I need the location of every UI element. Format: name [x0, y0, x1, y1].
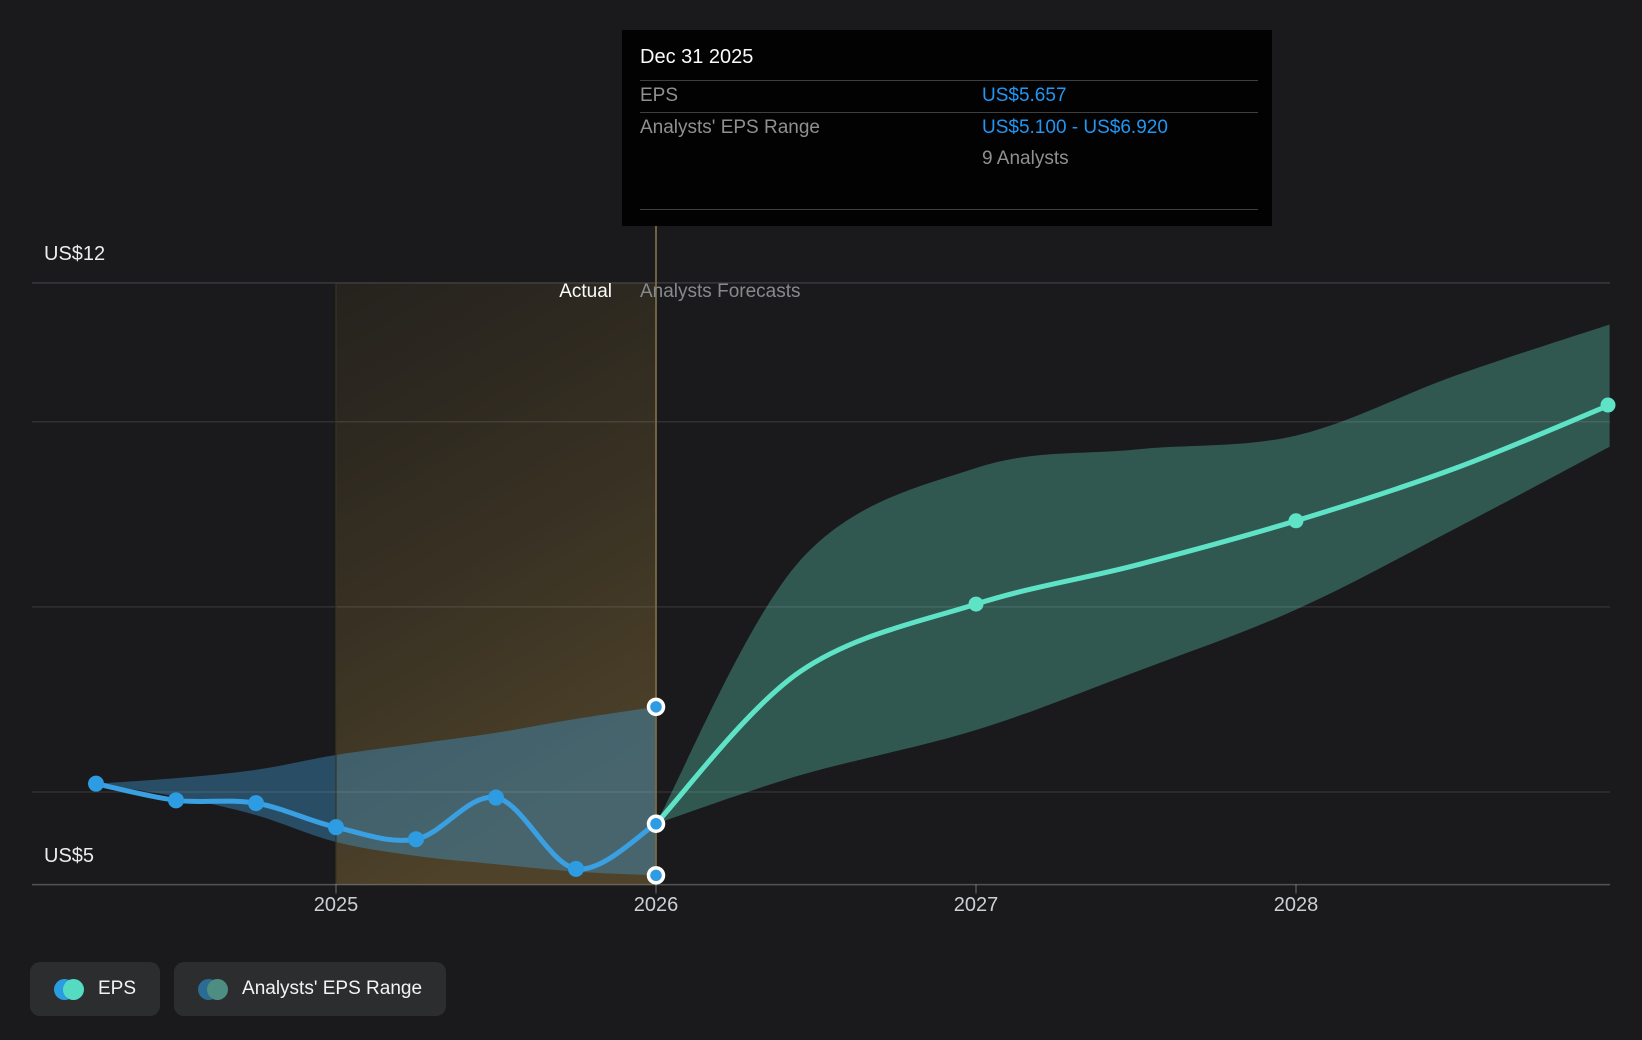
chart-legend: EPS Analysts' EPS Range — [30, 962, 447, 1016]
actual-data-point[interactable] — [248, 795, 264, 812]
actual-phase-label: Actual — [559, 281, 612, 302]
tooltip-range-value: US$5.100 - US$6.920 — [982, 117, 1168, 138]
tooltip-date: Dec 31 2025 — [640, 46, 754, 68]
y-axis-min-label: US$5 — [44, 845, 95, 867]
actual-data-point[interactable] — [88, 775, 104, 792]
highlighted-data-point[interactable] — [646, 814, 666, 834]
y-axis-max-label: US$12 — [44, 243, 106, 265]
forecast-eps-line — [653, 402, 1613, 827]
legend-eps-range-label: Analysts' EPS Range — [242, 978, 423, 999]
actual-data-point[interactable] — [568, 860, 584, 877]
tooltip-eps-label: EPS — [640, 85, 679, 106]
tooltip-analyst-count: 9 Analysts — [982, 148, 1069, 169]
eps-range-series-icon — [198, 978, 229, 1000]
hover-tooltip: Dec 31 2025 EPS US$5.657 Analysts' EPS R… — [622, 30, 1272, 226]
forecast-data-point[interactable] — [1600, 397, 1616, 413]
tooltip-row-eps: EPS US$5.657 — [640, 80, 1258, 112]
highlighted-data-point[interactable] — [646, 697, 666, 717]
x-tick-label-2026: 2026 — [633, 894, 679, 916]
actual-data-point[interactable] — [328, 819, 344, 836]
forecast-data-point[interactable] — [1288, 513, 1304, 529]
x-tick-label-2025: 2025 — [313, 894, 359, 916]
highlight-band-actual-year — [336, 282, 656, 885]
tooltip-row-range: Analysts' EPS Range US$5.100 - US$6.920 … — [640, 112, 1258, 169]
x-tick-label-2027: 2027 — [953, 894, 999, 916]
forecast-range-band — [656, 324, 1610, 824]
tooltip-separator — [640, 209, 1258, 210]
legend-eps-label: EPS — [98, 978, 137, 999]
x-tick-label-2028: 2028 — [1273, 894, 1319, 916]
highlighted-data-point[interactable] — [646, 866, 666, 885]
tooltip-eps-value: US$5.657 — [982, 85, 1067, 106]
tooltip-separator — [640, 80, 1258, 81]
actual-data-point[interactable] — [408, 831, 424, 848]
tooltip-separator — [640, 112, 1258, 113]
forecast-data-point[interactable] — [968, 596, 984, 612]
legend-item-eps[interactable]: EPS — [30, 962, 161, 1016]
actual-data-point[interactable] — [168, 792, 184, 809]
forecast-phase-label: Analysts Forecasts — [640, 281, 801, 302]
eps-series-icon — [54, 978, 84, 1000]
legend-item-eps-range[interactable]: Analysts' EPS Range — [174, 962, 447, 1016]
actual-range-band — [96, 706, 656, 876]
actual-data-point[interactable] — [488, 789, 504, 806]
tooltip-range-label: Analysts' EPS Range — [640, 117, 820, 138]
